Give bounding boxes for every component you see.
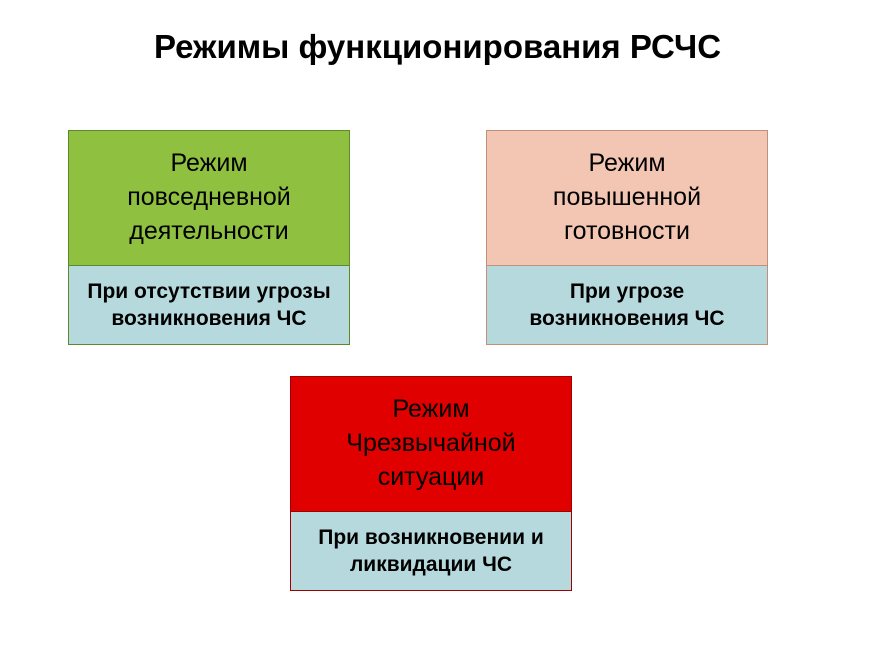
- mode-box-1-bottom-line2: возникновения ЧС: [111, 307, 306, 330]
- mode-box-3-top-line2: Чрезвычайной: [346, 429, 515, 457]
- mode-box-3-top-line3: ситуации: [378, 463, 485, 491]
- mode-box-1: Режим повседневной деятельности При отсу…: [68, 130, 350, 345]
- mode-box-1-top-line1: Режим: [170, 149, 247, 177]
- mode-box-3-bottom-line2: ликвидации ЧС: [350, 553, 512, 576]
- mode-box-1-top-line3: деятельности: [129, 217, 289, 245]
- mode-box-1-bottom: При отсутствии угрозы возникновения ЧС: [69, 266, 349, 344]
- mode-box-3: Режим Чрезвычайной ситуации При возникно…: [290, 376, 572, 591]
- mode-box-2-bottom-line2: возникновения ЧС: [529, 307, 724, 330]
- mode-box-2: Режим повышенной готовности При угрозе в…: [486, 130, 768, 345]
- mode-box-2-bottom: При угрозе возникновения ЧС: [487, 266, 767, 344]
- mode-box-2-top: Режим повышенной готовности: [487, 131, 767, 266]
- mode-box-3-top: Режим Чрезвычайной ситуации: [291, 377, 571, 512]
- mode-box-1-top: Режим повседневной деятельности: [69, 131, 349, 266]
- diagram-title: Режимы функционирования РСЧС: [0, 0, 875, 66]
- mode-box-2-bottom-line1: При угрозе: [570, 280, 684, 303]
- mode-box-2-top-line2: повышенной: [553, 183, 701, 211]
- mode-box-2-top-line3: готовности: [564, 217, 690, 245]
- mode-box-2-top-line1: Режим: [588, 149, 665, 177]
- mode-box-1-bottom-line1: При отсутствии угрозы: [87, 280, 330, 303]
- mode-box-3-bottom: При возникновении и ликвидации ЧС: [291, 512, 571, 590]
- mode-box-3-bottom-line1: При возникновении и: [318, 526, 543, 549]
- mode-box-1-top-line2: повседневной: [127, 183, 291, 211]
- mode-box-3-top-line1: Режим: [392, 395, 469, 423]
